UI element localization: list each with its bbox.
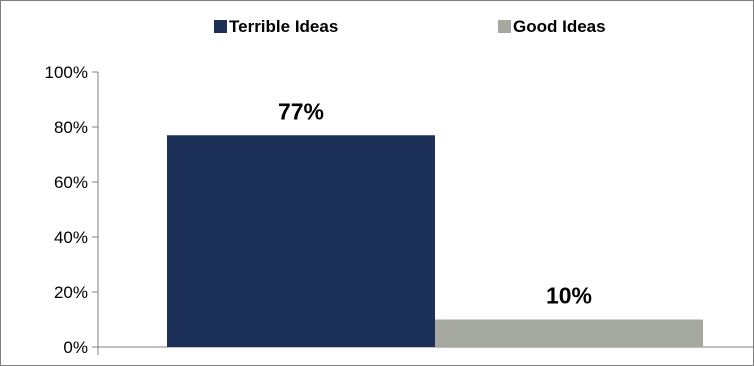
y-tick-label: 80%	[54, 118, 88, 137]
y-tick-label: 0%	[63, 338, 88, 357]
legend-swatch-good-ideas	[498, 20, 511, 33]
y-tick-label: 100%	[45, 63, 88, 82]
legend-label-good-ideas: Good Ideas	[513, 17, 606, 36]
data-labels: 77% 10%	[278, 98, 592, 308]
y-tick-label: 20%	[54, 283, 88, 302]
legend-label-terrible-ideas: Terrible Ideas	[229, 17, 338, 36]
y-tick-label: 40%	[54, 228, 88, 247]
data-label: 77%	[278, 98, 324, 124]
bar-good-ideas	[435, 319, 703, 347]
y-tick-label: 60%	[54, 173, 88, 192]
bar-terrible-ideas	[167, 135, 435, 347]
legend: Terrible Ideas Good Ideas	[214, 17, 606, 36]
legend-swatch-terrible-ideas	[214, 20, 227, 33]
bars	[167, 135, 703, 347]
data-label: 10%	[546, 283, 592, 309]
y-axis: 0% 20% 40% 60% 80% 100%	[45, 63, 99, 357]
